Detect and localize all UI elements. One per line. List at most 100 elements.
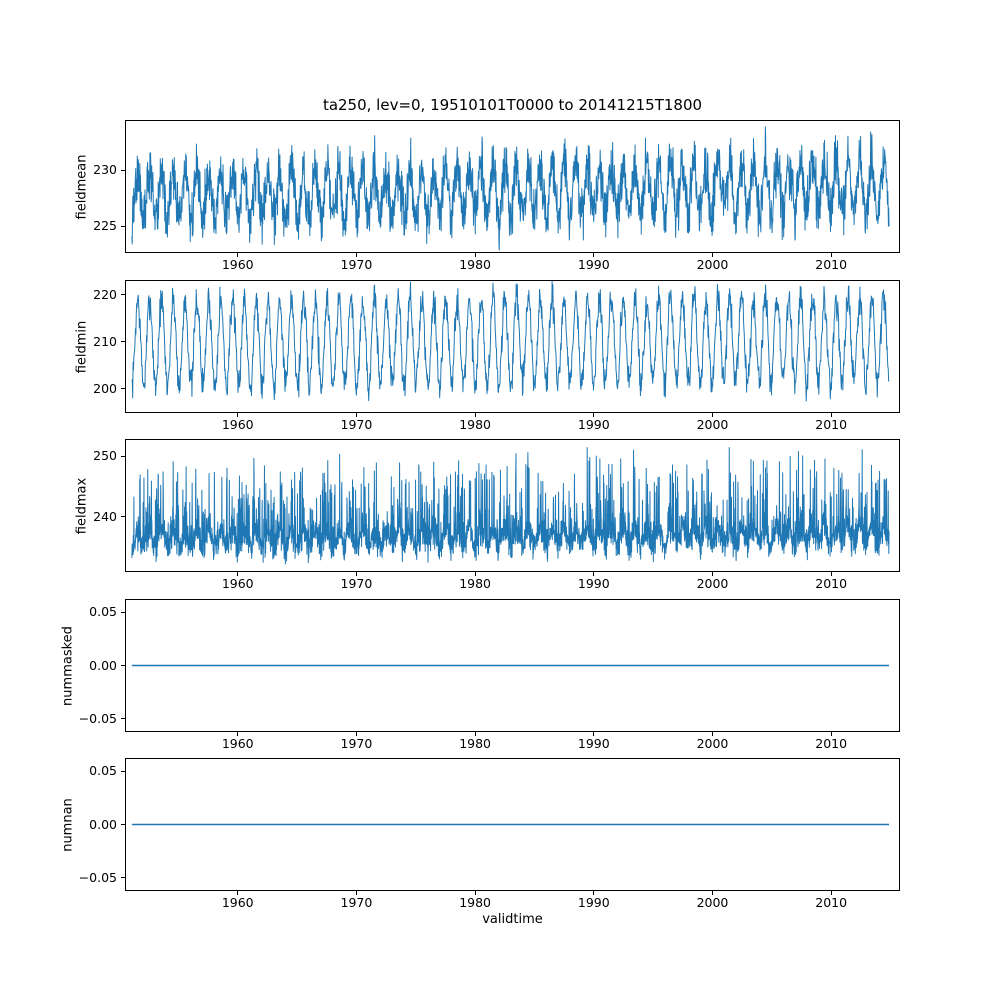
y-tick-mark — [121, 341, 125, 343]
y-tick-label: 200 — [93, 380, 117, 396]
y-axis-label-fieldmin: fieldmin — [74, 320, 90, 373]
x-tick-mark — [830, 572, 832, 576]
axes-numnan — [125, 758, 900, 891]
x-tick-label: 2010 — [815, 736, 848, 751]
x-tick-mark — [711, 891, 713, 895]
x-tick-label: 1970 — [340, 736, 373, 751]
x-tick-label: 1970 — [340, 576, 373, 591]
x-tick-label: 1980 — [459, 736, 492, 751]
y-tick-label: −0.05 — [78, 869, 117, 885]
y-tick-label: 0.05 — [89, 604, 117, 620]
x-tick-label: 2010 — [815, 895, 848, 910]
y-tick-label: 220 — [93, 286, 117, 302]
y-tick-label: 250 — [93, 448, 117, 464]
y-axis-label-fieldmax: fieldmax — [74, 477, 90, 534]
y-tick-label: 210 — [93, 333, 117, 349]
axes-fieldmin — [125, 280, 900, 413]
y-axis-label-nummasked: nummasked — [60, 625, 76, 706]
x-tick-mark — [355, 891, 357, 895]
x-tick-label: 2000 — [696, 736, 729, 751]
x-tick-label: 1980 — [459, 576, 492, 591]
x-tick-mark — [711, 572, 713, 576]
x-tick-mark — [593, 891, 595, 895]
series-line-fieldmin — [131, 281, 890, 402]
x-tick-mark — [593, 413, 595, 417]
x-tick-mark — [711, 732, 713, 736]
x-tick-mark — [830, 732, 832, 736]
x-tick-mark — [355, 572, 357, 576]
y-tick-label: 0.05 — [89, 763, 117, 779]
x-tick-mark — [830, 413, 832, 417]
axes-nummasked — [125, 599, 900, 732]
axes-fieldmean — [125, 120, 900, 253]
x-tick-label: 2010 — [815, 257, 848, 272]
x-tick-mark — [237, 253, 239, 257]
x-tick-label: 1960 — [221, 257, 254, 272]
x-tick-mark — [593, 253, 595, 257]
x-tick-label: 1990 — [577, 895, 610, 910]
x-axis-label: validtime — [482, 912, 543, 927]
x-tick-mark — [237, 891, 239, 895]
x-tick-mark — [474, 253, 476, 257]
x-tick-mark — [593, 732, 595, 736]
x-tick-mark — [237, 413, 239, 417]
x-tick-label: 1960 — [221, 895, 254, 910]
y-tick-mark — [121, 388, 125, 390]
x-tick-label: 1960 — [221, 417, 254, 432]
x-tick-mark — [474, 732, 476, 736]
x-tick-mark — [593, 572, 595, 576]
y-axis-label-numnan: numnan — [60, 797, 76, 852]
x-tick-mark — [830, 891, 832, 895]
y-tick-mark — [121, 770, 125, 772]
x-tick-label: 2000 — [696, 576, 729, 591]
x-tick-mark — [355, 732, 357, 736]
y-axis-label-fieldmean: fieldmean — [74, 154, 90, 219]
series-line-fieldmax — [131, 446, 890, 565]
y-tick-label: 240 — [93, 508, 117, 524]
y-tick-mark — [121, 665, 125, 666]
y-tick-mark — [121, 455, 125, 457]
series-line-fieldmean — [131, 126, 890, 251]
axes-fieldmax — [125, 439, 900, 572]
x-tick-mark — [830, 253, 832, 257]
x-tick-mark — [237, 732, 239, 736]
x-tick-label: 1960 — [221, 736, 254, 751]
x-tick-mark — [711, 253, 713, 257]
x-tick-label: 1990 — [577, 576, 610, 591]
y-tick-label: 0.00 — [89, 816, 117, 832]
chart-title: ta250, lev=0, 19510101T0000 to 20141215T… — [322, 96, 703, 114]
y-tick-mark — [121, 225, 125, 227]
x-tick-label: 1970 — [340, 417, 373, 432]
y-tick-mark — [121, 877, 125, 879]
y-tick-label: 230 — [93, 162, 117, 178]
y-tick-label: 225 — [93, 217, 117, 233]
x-tick-label: 1990 — [577, 417, 610, 432]
x-tick-label: 1980 — [459, 257, 492, 272]
y-tick-mark — [121, 169, 125, 171]
x-tick-label: 2000 — [696, 895, 729, 910]
y-tick-label: 0.00 — [89, 657, 117, 673]
x-tick-mark — [355, 413, 357, 417]
x-tick-label: 1990 — [577, 257, 610, 272]
x-tick-label: 1970 — [340, 895, 373, 910]
x-tick-label: 1960 — [221, 576, 254, 591]
y-tick-mark — [121, 294, 125, 296]
x-tick-mark — [474, 413, 476, 417]
x-tick-label: 1980 — [459, 895, 492, 910]
x-tick-mark — [711, 413, 713, 417]
y-tick-mark — [121, 824, 125, 825]
x-tick-label: 2000 — [696, 257, 729, 272]
y-tick-mark — [121, 516, 125, 518]
x-tick-mark — [237, 572, 239, 576]
x-tick-mark — [474, 572, 476, 576]
x-tick-mark — [474, 891, 476, 895]
y-tick-mark — [121, 718, 125, 720]
x-tick-label: 1990 — [577, 736, 610, 751]
x-tick-label: 1980 — [459, 417, 492, 432]
x-tick-label: 2000 — [696, 417, 729, 432]
y-tick-mark — [121, 611, 125, 613]
x-tick-label: 1970 — [340, 257, 373, 272]
x-tick-label: 2010 — [815, 417, 848, 432]
